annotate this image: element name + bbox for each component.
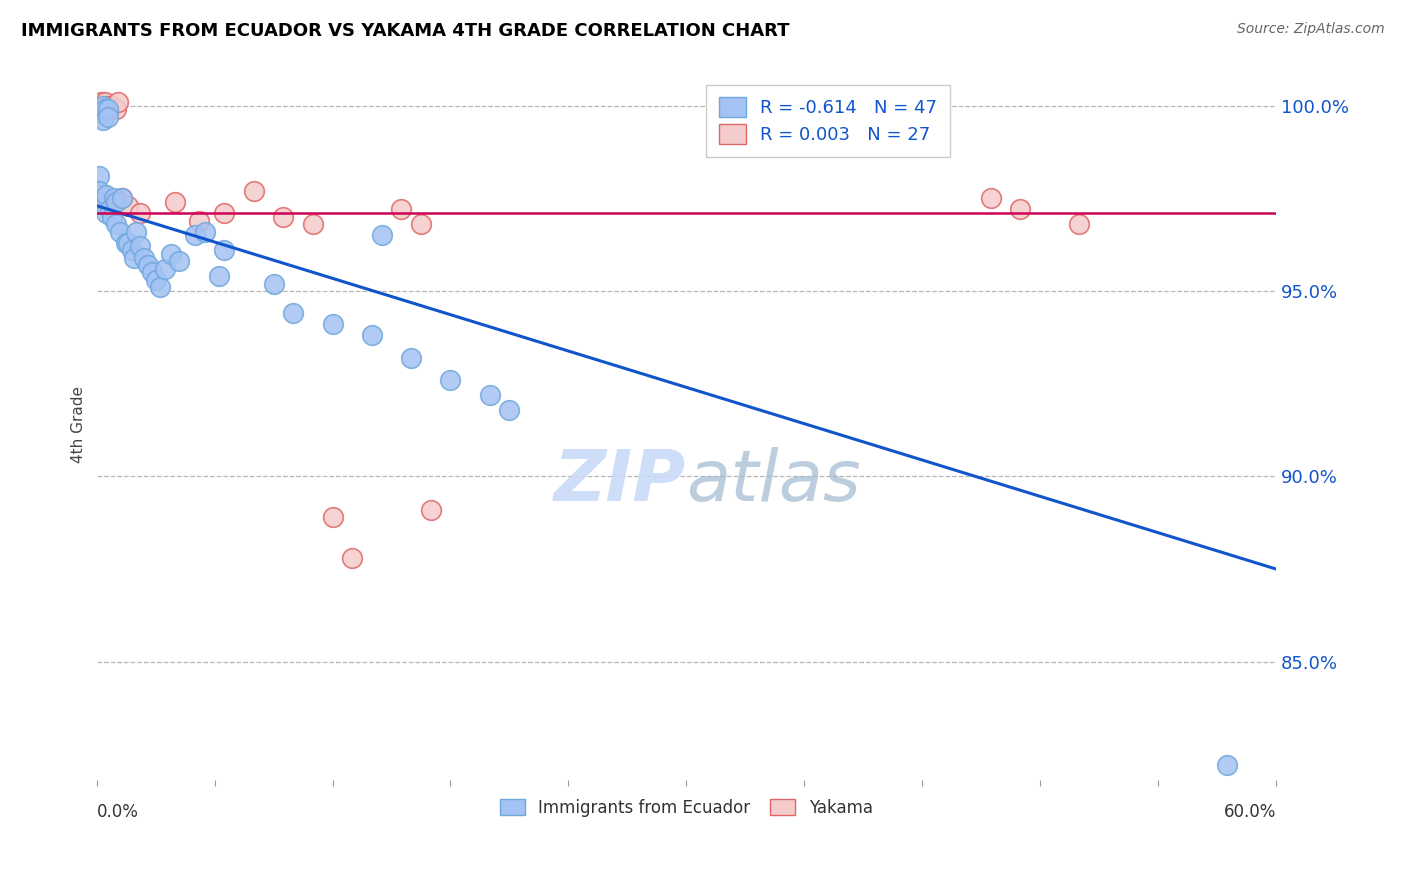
Point xyxy=(122,251,145,265)
Point xyxy=(136,258,159,272)
Point xyxy=(96,206,118,220)
Point xyxy=(187,213,209,227)
Point xyxy=(478,388,501,402)
Text: IMMIGRANTS FROM ECUADOR VS YAKAMA 4TH GRADE CORRELATION CHART: IMMIGRANTS FROM ECUADOR VS YAKAMA 4TH GR… xyxy=(21,22,790,40)
Point xyxy=(263,277,285,291)
Point xyxy=(100,202,122,217)
Point xyxy=(980,191,1002,205)
Point xyxy=(117,199,139,213)
Point xyxy=(1216,758,1239,772)
Point xyxy=(184,228,207,243)
Text: ZIP: ZIP xyxy=(554,447,686,516)
Point xyxy=(273,210,295,224)
Point xyxy=(283,306,305,320)
Point xyxy=(91,98,114,112)
Point xyxy=(1069,217,1091,231)
Point xyxy=(1010,202,1032,217)
Point xyxy=(90,106,112,120)
Point xyxy=(97,98,120,112)
Point xyxy=(321,510,343,524)
Point xyxy=(399,351,422,365)
Point xyxy=(87,169,110,183)
Point xyxy=(389,202,412,217)
Point xyxy=(498,402,520,417)
Point xyxy=(340,550,363,565)
Point xyxy=(90,95,112,109)
Text: atlas: atlas xyxy=(686,447,860,516)
Point xyxy=(148,280,170,294)
Point xyxy=(101,98,124,112)
Point xyxy=(141,265,163,279)
Point xyxy=(90,194,112,209)
Point xyxy=(110,225,132,239)
Point xyxy=(155,261,177,276)
Point xyxy=(360,328,382,343)
Point xyxy=(302,217,325,231)
Point xyxy=(101,210,124,224)
Point xyxy=(129,239,152,253)
Point xyxy=(243,184,266,198)
Point xyxy=(96,187,118,202)
Point xyxy=(370,228,392,243)
Point xyxy=(214,243,236,257)
Point xyxy=(87,98,110,112)
Point xyxy=(111,191,134,205)
Point xyxy=(117,235,139,250)
Point xyxy=(165,194,187,209)
Point xyxy=(167,254,190,268)
Point xyxy=(103,191,125,205)
Point xyxy=(97,103,120,117)
Legend: Immigrants from Ecuador, Yakama: Immigrants from Ecuador, Yakama xyxy=(492,790,882,825)
Point xyxy=(97,110,120,124)
Text: Source: ZipAtlas.com: Source: ZipAtlas.com xyxy=(1237,22,1385,37)
Point xyxy=(132,251,155,265)
Point xyxy=(96,103,118,117)
Point xyxy=(107,95,129,109)
Point xyxy=(439,373,461,387)
Text: 0.0%: 0.0% xyxy=(97,803,139,821)
Point xyxy=(105,103,128,117)
Point xyxy=(409,217,432,231)
Point xyxy=(87,184,110,198)
Point xyxy=(115,235,138,250)
Point xyxy=(105,194,128,209)
Point xyxy=(111,191,134,205)
Point xyxy=(129,206,152,220)
Point xyxy=(121,243,143,257)
Point xyxy=(100,103,122,117)
Point xyxy=(125,225,148,239)
Point xyxy=(93,95,115,109)
Point xyxy=(214,206,236,220)
Text: 60.0%: 60.0% xyxy=(1223,803,1277,821)
Point xyxy=(194,225,217,239)
Point xyxy=(321,318,343,332)
Point xyxy=(160,247,183,261)
Point xyxy=(419,502,441,516)
Point xyxy=(105,217,128,231)
Point xyxy=(145,273,167,287)
Point xyxy=(91,113,114,128)
Point xyxy=(93,199,115,213)
Point xyxy=(93,103,115,117)
Point xyxy=(91,98,114,112)
Y-axis label: 4th Grade: 4th Grade xyxy=(72,386,86,463)
Point xyxy=(207,269,229,284)
